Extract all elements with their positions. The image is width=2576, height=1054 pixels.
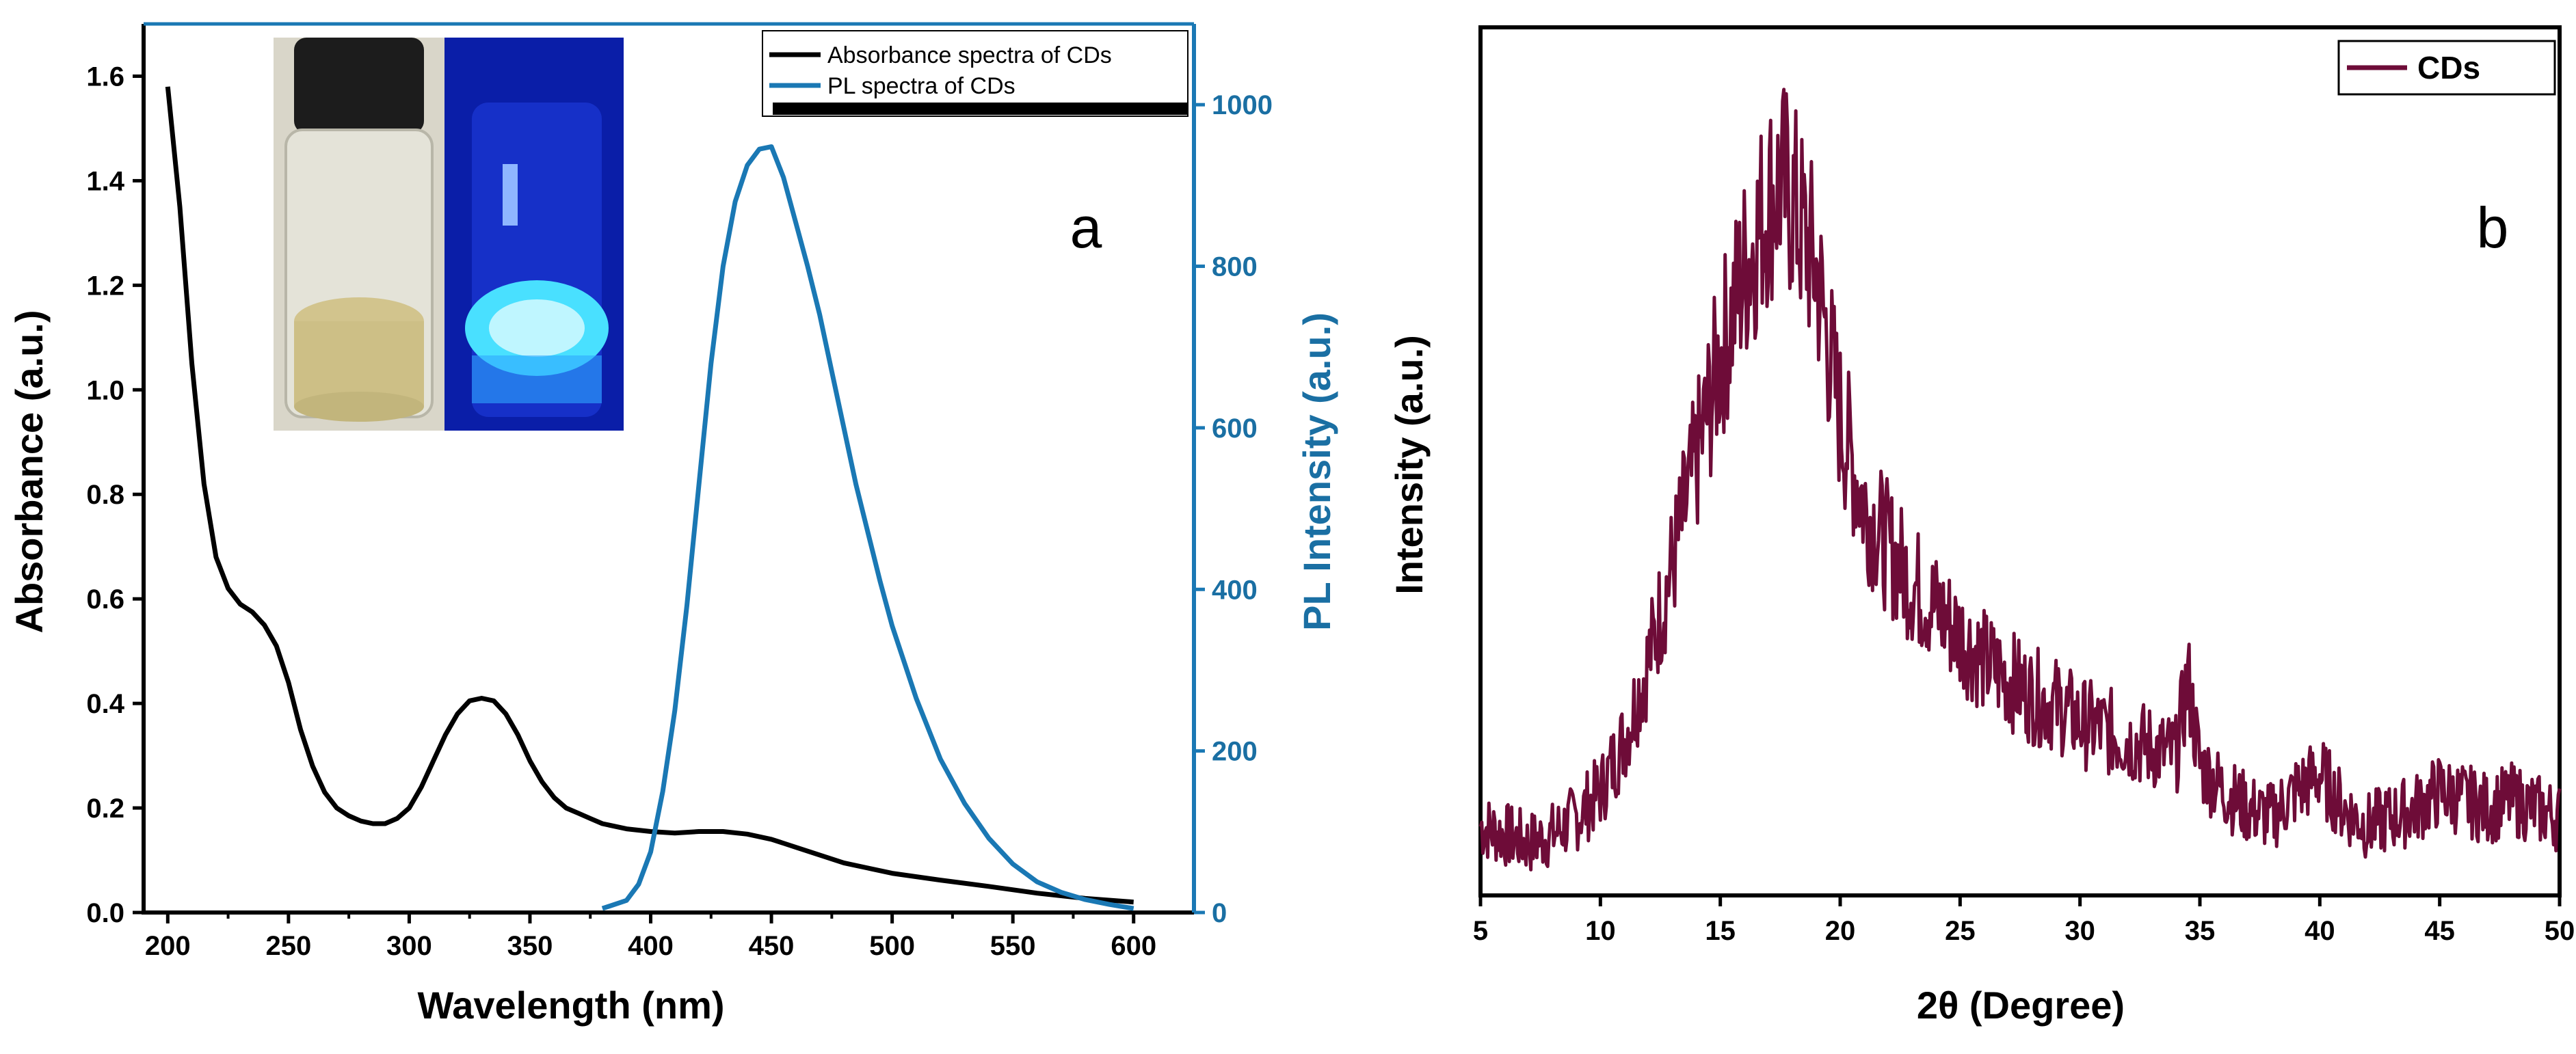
y-tick-label-a-1.0: 1.0 — [86, 375, 124, 405]
y-tick-label-a-1.2: 1.2 — [86, 271, 124, 301]
x-tick-label-b-35: 35 — [2185, 916, 2216, 946]
y-axis-label-b: Intensity (a.u.) — [1387, 335, 1431, 595]
y-right-axis-label-a: PL Intensity (a.u.) — [1295, 312, 1338, 631]
x-tick-label-a-200: 200 — [145, 931, 191, 961]
x-tick-label-b-30: 30 — [2064, 916, 2095, 946]
x-tick-label-a-400: 400 — [628, 931, 674, 961]
x-tick-label-a-500: 500 — [869, 931, 915, 961]
y-axis-label-a: Absorbance (a.u.) — [8, 310, 51, 634]
legend-a: Absorbance spectra of CDs PL spectra of … — [762, 30, 1189, 117]
y-tick-label-a-0.0: 0.0 — [86, 898, 124, 928]
y-right-tick-label-a-400: 400 — [1212, 575, 1258, 605]
panel-a: 200 250 300 350 400 450 500 550 600 0.0 0.2 0.4 0.6… — [8, 22, 1338, 1027]
y-right-tick-label-a-0: 0 — [1212, 898, 1227, 928]
panel-label-b: b — [2477, 195, 2509, 260]
y-tick-label-a-0.4: 0.4 — [86, 689, 124, 719]
x-tick-label-b-15: 15 — [1705, 916, 1736, 946]
x-tick-label-b-40: 40 — [2305, 916, 2335, 946]
absorbance-line — [165, 86, 1134, 905]
y-right-tick-label-a-600: 600 — [1212, 414, 1258, 444]
plot-frame-b — [1478, 25, 2562, 897]
y-tick-label-a-0.6: 0.6 — [86, 584, 124, 614]
legend-b: CDs — [2337, 40, 2556, 96]
x-axis-label-a: Wavelength (nm) — [417, 984, 724, 1027]
y-tick-label-a-1.6: 1.6 — [86, 62, 124, 92]
x-tick-label-a-550: 550 — [990, 931, 1036, 961]
x-tick-label-a-300: 300 — [386, 931, 432, 961]
x-axis-label-b: 2θ (Degree) — [1917, 984, 2125, 1027]
inset-photo-daylight — [274, 38, 444, 431]
x-tick-label-b-50: 50 — [2545, 916, 2575, 946]
y-right-tick-label-a-800: 800 — [1212, 252, 1258, 282]
x-tick-label-a-250: 250 — [265, 931, 311, 961]
x-tick-label-a-600: 600 — [1111, 931, 1156, 961]
y-tick-label-a-0.8: 0.8 — [86, 480, 124, 510]
x-tick-label-b-10: 10 — [1585, 916, 1616, 946]
y-right-tick-label-a-200: 200 — [1212, 737, 1258, 767]
cds-line — [1478, 87, 2562, 871]
x-tick-label-a-450: 450 — [749, 931, 795, 961]
legend-label-cds: CDs — [2417, 50, 2480, 85]
pl-line — [601, 144, 1134, 911]
x-tick-label-a-350: 350 — [507, 931, 553, 961]
panel-label-a: a — [1070, 195, 1102, 260]
y-tick-label-a-1.4: 1.4 — [86, 166, 124, 196]
y-tick-label-a-0.2: 0.2 — [86, 794, 124, 824]
x-tick-label-b-5: 5 — [1473, 916, 1488, 946]
x-tick-label-b-20: 20 — [1825, 916, 1856, 946]
x-tick-label-b-45: 45 — [2424, 916, 2455, 946]
panel-b: 5 10 15 20 25 30 35 40 45 50 2θ (Degree) Intensit… — [1387, 25, 2575, 1027]
x-tick-label-b-25: 25 — [1945, 916, 1976, 946]
inset-photo-uv — [444, 38, 624, 431]
legend-label-absorbance: Absorbance spectra of CDs — [827, 42, 1112, 68]
legend-label-pl: PL spectra of CDs — [827, 73, 1015, 99]
y-right-tick-label-a-1000: 1000 — [1212, 90, 1273, 120]
